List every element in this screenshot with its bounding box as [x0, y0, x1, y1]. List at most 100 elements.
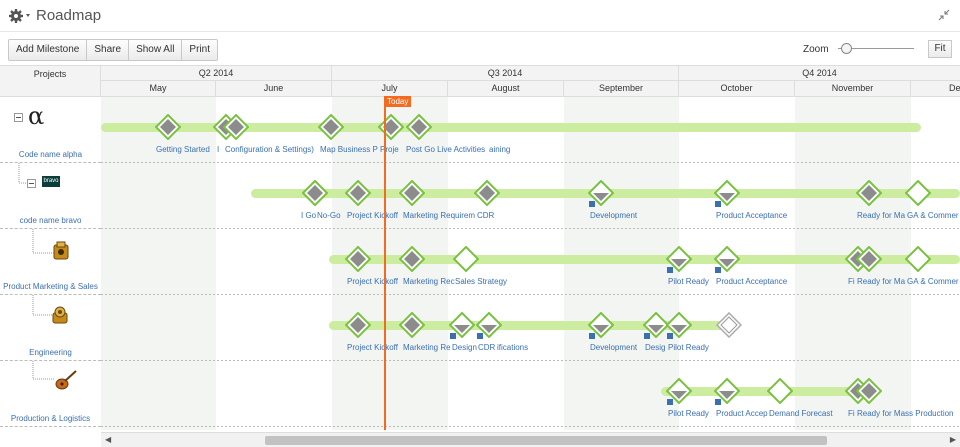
milestone-label[interactable]: Marketing Requirem	[403, 211, 476, 220]
milestone-label[interactable]: Pilot Ready	[668, 277, 709, 286]
milestone-label[interactable]: Post Go Live Activities	[406, 145, 486, 154]
milestone-label[interactable]: Project Kickoff	[347, 343, 398, 352]
scrollbar-thumb[interactable]	[265, 436, 827, 445]
milestone-label[interactable]: Map Business P	[320, 145, 378, 154]
milestone-diamond[interactable]	[302, 180, 328, 206]
page-title: Roadmap	[36, 7, 102, 24]
gear-menu-icon[interactable]	[8, 7, 32, 25]
project-bar-production	[661, 387, 871, 396]
milestone-diamond-flagged[interactable]	[588, 312, 614, 338]
milestone-diamond[interactable]	[399, 180, 425, 206]
milestone-diamond-open[interactable]	[767, 378, 793, 404]
dependency-flag-icon	[589, 201, 595, 207]
milestone-diamond-grey[interactable]	[716, 312, 742, 338]
milestone-label[interactable]: Demand Forecast	[769, 409, 833, 418]
milestone-label[interactable]: GA & Commer	[907, 277, 959, 286]
scroll-left-arrow-icon[interactable]: ◀	[105, 435, 112, 444]
milestone-diamond[interactable]	[155, 114, 181, 140]
milestone-label[interactable]: Ready for Ma	[857, 211, 906, 220]
milestone-label[interactable]: Fi	[848, 277, 855, 286]
milestone-label[interactable]: Desig	[645, 343, 666, 352]
milestone-diamond-flagged[interactable]	[666, 312, 692, 338]
collapse-toggle-icon[interactable]	[14, 113, 23, 122]
project-name-alpha[interactable]: Code name alpha	[18, 150, 83, 159]
milestone-diamond[interactable]	[474, 180, 500, 206]
milestone-label[interactable]: CDR	[478, 343, 496, 352]
milestone-diamond-flagged[interactable]	[666, 246, 692, 272]
milestone-diamond-flagged[interactable]	[714, 246, 740, 272]
project-row-bravo: bravo code name bravo	[0, 163, 101, 229]
add-milestone-button[interactable]: Add Milestone	[8, 39, 88, 61]
print-button[interactable]: Print	[181, 39, 218, 61]
milestone-diamond-flagged[interactable]	[449, 312, 475, 338]
project-row-alpha: α Code name alpha	[0, 97, 101, 163]
milestone-label[interactable]: Marketing Re	[403, 343, 451, 352]
milestone-label[interactable]: GA & Commer	[907, 211, 959, 220]
milestone-diamond-flagged[interactable]	[476, 312, 502, 338]
milestone-diamond[interactable]	[856, 378, 882, 404]
milestone-diamond-flagged[interactable]	[714, 378, 740, 404]
fit-button[interactable]: Fit	[928, 40, 952, 58]
dependency-flag-icon	[450, 333, 456, 339]
project-bar-alpha	[101, 123, 921, 132]
milestone-label[interactable]: Product Acceptance	[716, 211, 788, 220]
milestone-label[interactable]: Marketing Rec	[403, 277, 455, 286]
milestone-diamond[interactable]	[399, 312, 425, 338]
zoom-slider-track[interactable]	[838, 48, 914, 49]
milestone-label[interactable]: Pilot Ready	[668, 409, 709, 418]
milestone-label[interactable]: Product Accep	[716, 409, 768, 418]
milestone-diamond-open[interactable]	[905, 180, 931, 206]
milestone-label[interactable]: Fi	[848, 409, 855, 418]
milestone-label[interactable]: Getting Started	[156, 145, 210, 154]
milestone-label[interactable]: Proje	[380, 145, 399, 154]
month-header-july: July	[332, 81, 448, 97]
milestone-diamond[interactable]	[856, 246, 882, 272]
milestone-diamond[interactable]	[223, 114, 249, 140]
milestone-diamond[interactable]	[345, 312, 371, 338]
milestone-label[interactable]: CDR	[477, 211, 495, 220]
collapse-toggle-icon[interactable]	[27, 179, 36, 188]
project-name-bravo[interactable]: code name bravo	[19, 216, 82, 225]
horizontal-scrollbar[interactable]: ◀ ▶	[101, 432, 960, 447]
project-row-engineering: Engineering	[0, 295, 101, 361]
milestone-label[interactable]: Project Kickoff	[347, 211, 398, 220]
milestone-diamond-flagged[interactable]	[643, 312, 669, 338]
milestone-diamond[interactable]	[399, 246, 425, 272]
show-all-button[interactable]: Show All	[128, 39, 183, 61]
milestone-diamond-open[interactable]	[905, 246, 931, 272]
zoom-slider-handle[interactable]	[841, 43, 852, 54]
project-name-production[interactable]: Production & Logistics	[10, 414, 91, 423]
milestone-label[interactable]: Project Kickoff	[347, 277, 398, 286]
milestone-label[interactable]: Development	[590, 343, 638, 352]
milestone-diamond[interactable]	[345, 180, 371, 206]
milestone-label[interactable]: ifications	[497, 343, 529, 352]
project-name-engineering[interactable]: Engineering	[29, 348, 72, 357]
project-bar-marketing	[329, 255, 960, 264]
milestone-label[interactable]: Sales Strategy	[455, 277, 508, 286]
milestone-label[interactable]: I	[217, 145, 220, 154]
scroll-right-arrow-icon[interactable]: ▶	[949, 435, 956, 444]
milestone-label[interactable]: Pilot Ready	[668, 343, 709, 352]
milestone-label[interactable]: Development	[590, 211, 638, 220]
milestone-label[interactable]: Ready for Mass Production	[857, 409, 954, 418]
share-button[interactable]: Share	[86, 39, 130, 61]
milestone-diamond-flagged[interactable]	[714, 180, 740, 206]
milestone-label[interactable]: Design	[452, 343, 477, 352]
milestone-diamond-open[interactable]	[453, 246, 479, 272]
collapse-icon[interactable]	[938, 9, 950, 21]
milestone-diamond[interactable]	[345, 246, 371, 272]
milestone-label[interactable]: No-Go	[317, 211, 341, 220]
milestone-label[interactable]: I Go	[301, 211, 317, 220]
milestone-diamond-flagged[interactable]	[666, 378, 692, 404]
milestone-label[interactable]: Configuration & Settings)	[225, 145, 314, 154]
milestone-diamond[interactable]	[318, 114, 344, 140]
milestone-label[interactable]: aining	[489, 145, 511, 154]
milestone-label[interactable]: Product Acceptance	[716, 277, 788, 286]
milestone-diamond-flagged[interactable]	[588, 180, 614, 206]
milestone-diamond[interactable]	[406, 114, 432, 140]
project-name-marketing[interactable]: Product Marketing & Sales	[3, 282, 98, 291]
dependency-flag-icon	[667, 267, 673, 273]
milestone-diamond[interactable]	[856, 180, 882, 206]
milestone-diamond[interactable]	[378, 114, 404, 140]
milestone-label[interactable]: Ready for Ma	[857, 277, 906, 286]
